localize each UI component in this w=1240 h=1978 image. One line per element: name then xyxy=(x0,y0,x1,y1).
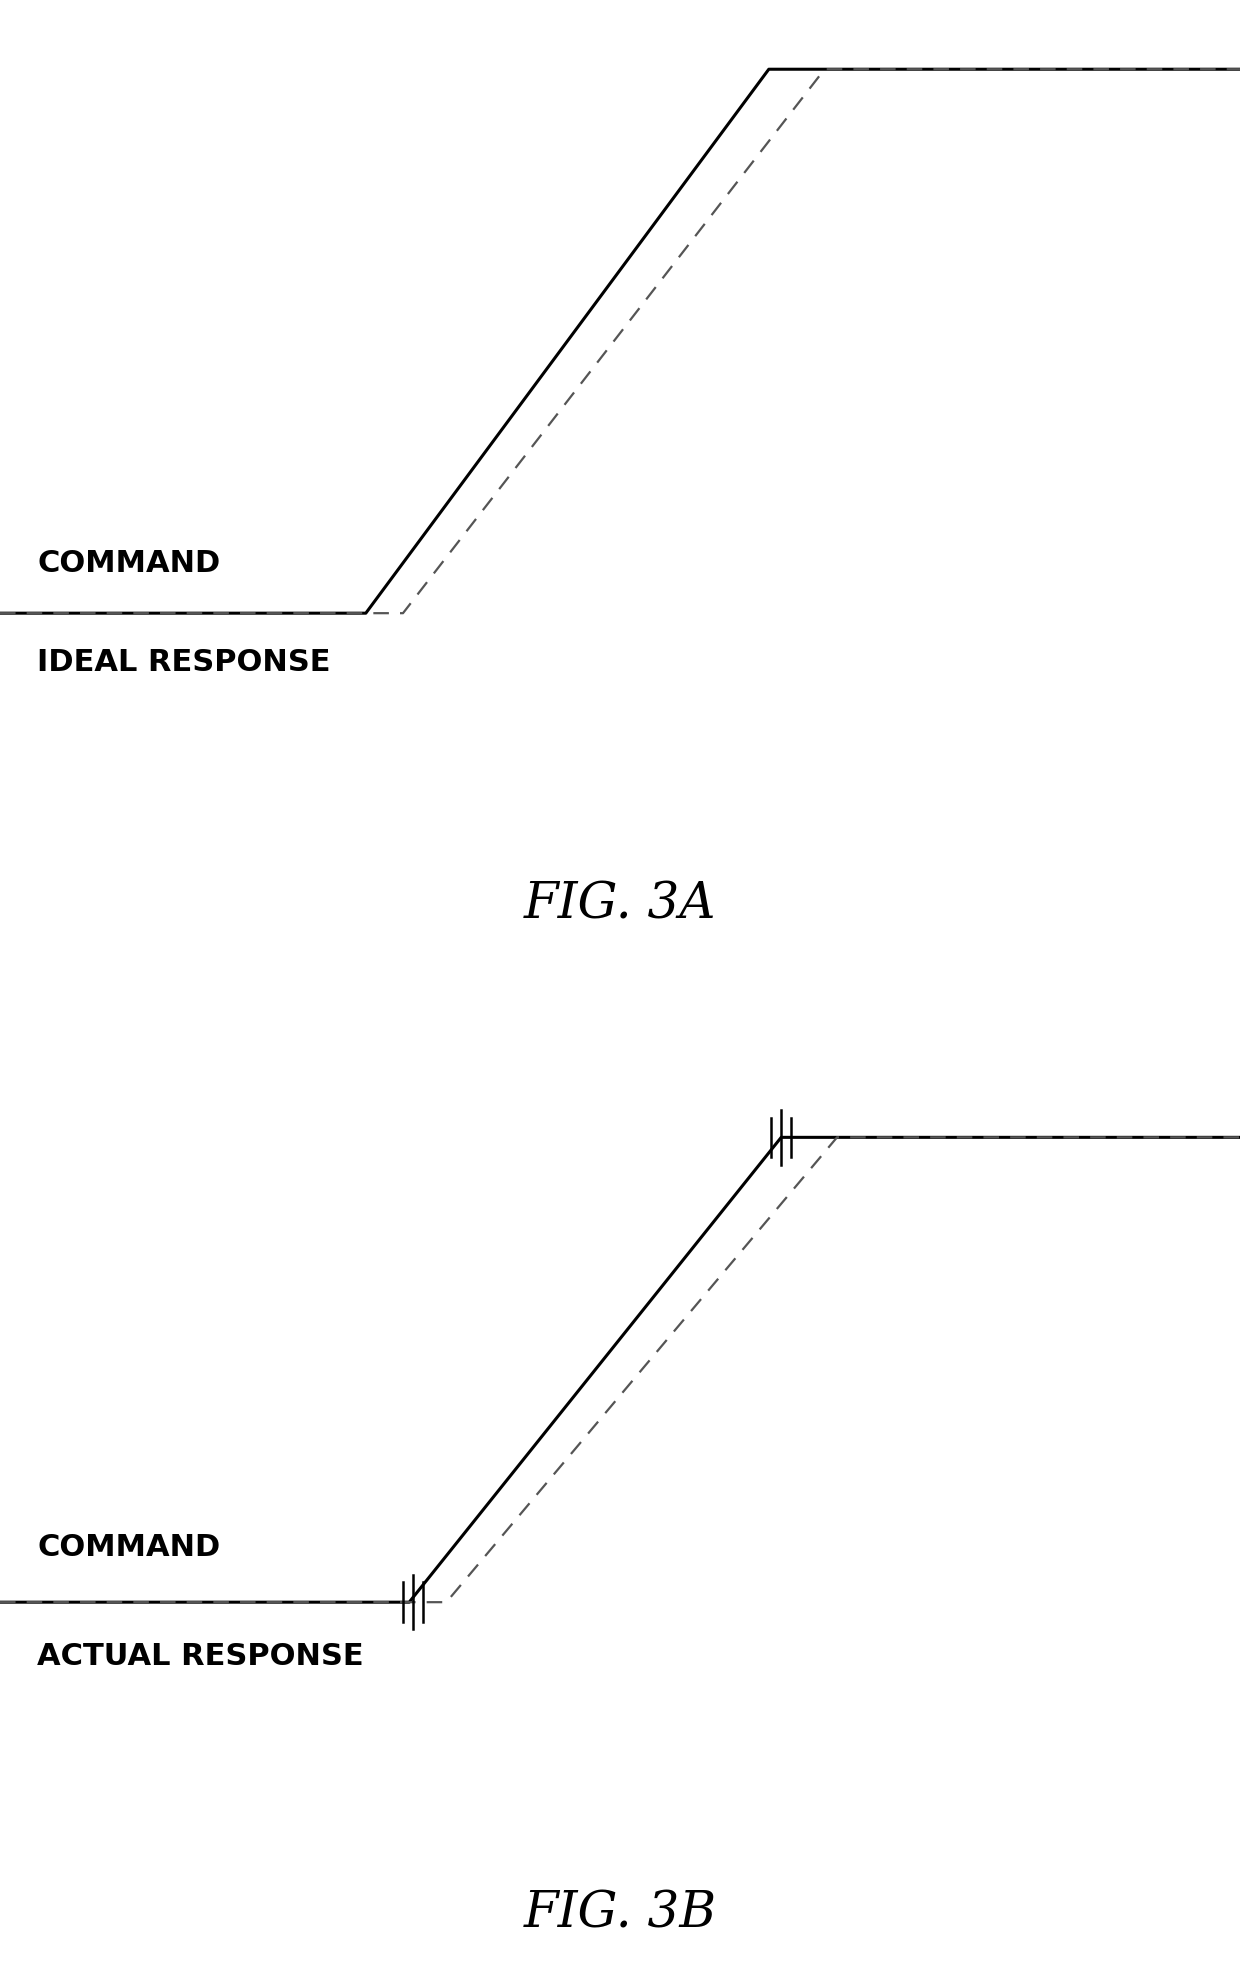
Text: FIG. 3B: FIG. 3B xyxy=(523,1889,717,1938)
Text: COMMAND: COMMAND xyxy=(37,550,221,578)
Text: IDEAL RESPONSE: IDEAL RESPONSE xyxy=(37,649,331,676)
Text: FIG. 3A: FIG. 3A xyxy=(523,880,717,930)
Text: COMMAND: COMMAND xyxy=(37,1533,221,1563)
Text: ACTUAL RESPONSE: ACTUAL RESPONSE xyxy=(37,1642,363,1671)
